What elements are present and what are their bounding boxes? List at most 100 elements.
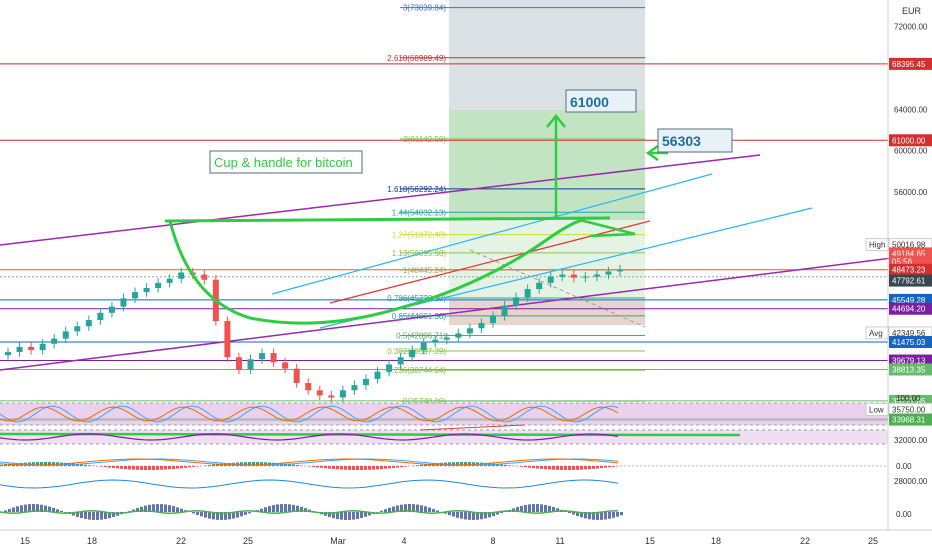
osc-bar bbox=[452, 512, 455, 517]
price-tag-text: 33968.31 bbox=[892, 416, 926, 425]
candle-body bbox=[51, 338, 58, 344]
target1-text: 61000 bbox=[570, 94, 609, 110]
price-tag bbox=[889, 363, 932, 376]
macd-pane bbox=[0, 458, 888, 470]
candle-body bbox=[501, 305, 508, 316]
candle-body bbox=[5, 352, 11, 356]
macd-bar bbox=[376, 466, 379, 470]
macd-bar bbox=[40, 462, 43, 466]
osc-bar bbox=[176, 507, 179, 512]
osc-bar bbox=[428, 507, 431, 512]
candle-body bbox=[374, 371, 381, 379]
osc-bar bbox=[576, 512, 579, 517]
osc-bar bbox=[492, 512, 495, 517]
macd-bar bbox=[336, 466, 339, 470]
osc-bar bbox=[324, 512, 327, 516]
target2-box bbox=[657, 128, 733, 153]
osc-bar bbox=[168, 505, 171, 512]
osc-bar bbox=[132, 509, 135, 512]
osc-bar bbox=[580, 512, 583, 518]
tag-label-box bbox=[865, 326, 889, 340]
osc-bar bbox=[380, 510, 383, 512]
blue-channel-upper bbox=[271, 173, 713, 295]
osc-bar bbox=[264, 507, 267, 512]
candle-body bbox=[362, 378, 369, 386]
macd-bar bbox=[604, 466, 607, 468]
osc-bar bbox=[148, 504, 151, 512]
osc-bar bbox=[544, 504, 547, 512]
candle-body bbox=[259, 353, 266, 360]
tag-label-box bbox=[865, 402, 889, 416]
price-tag-text: 68395.45 bbox=[892, 60, 926, 69]
osc-bar bbox=[460, 512, 463, 519]
macd-bar bbox=[244, 462, 247, 466]
macd-bar bbox=[116, 466, 119, 469]
price-tag bbox=[889, 302, 932, 315]
candle-body bbox=[339, 390, 346, 398]
osc-bar bbox=[52, 507, 55, 512]
candle-body bbox=[420, 342, 427, 350]
macd-bar bbox=[164, 466, 167, 470]
macd-bar bbox=[496, 463, 499, 466]
osc-bar bbox=[540, 504, 543, 512]
dashed-projection bbox=[469, 249, 646, 328]
osc-bar bbox=[304, 508, 307, 512]
osc-bar bbox=[164, 504, 167, 512]
price-tag-text: 45549.28 bbox=[892, 296, 926, 305]
macd-bar bbox=[504, 464, 507, 466]
oscillator-pane bbox=[0, 479, 623, 520]
osc-bar bbox=[400, 504, 403, 512]
osc-bar bbox=[396, 505, 399, 512]
osc-bar bbox=[112, 512, 115, 518]
osc-bar bbox=[332, 512, 335, 519]
candle-body bbox=[443, 337, 450, 340]
candle-body bbox=[270, 353, 277, 363]
osc-bar bbox=[548, 505, 551, 512]
macd-bar bbox=[456, 462, 459, 466]
fib-label: 2(61142.59) bbox=[403, 135, 446, 144]
macd-bar bbox=[124, 466, 127, 470]
lower-channel-line bbox=[0, 252, 932, 371]
osc-bar bbox=[156, 504, 159, 512]
osc-bar bbox=[292, 504, 295, 512]
macd-bar bbox=[392, 466, 395, 468]
macd-bar bbox=[380, 466, 383, 470]
macd-bar bbox=[348, 466, 351, 470]
macd-bar bbox=[132, 466, 135, 470]
osc-bar bbox=[36, 504, 39, 512]
macd-bar bbox=[184, 466, 187, 468]
osc-bar bbox=[500, 512, 503, 514]
osc-bar bbox=[476, 512, 479, 520]
candle-body bbox=[28, 346, 35, 350]
osc-bar bbox=[592, 512, 595, 520]
time-label: 18 bbox=[711, 536, 721, 546]
candle-body bbox=[74, 326, 81, 332]
macd-bar bbox=[208, 464, 211, 466]
rsi-pane bbox=[0, 424, 888, 445]
candle-body bbox=[478, 323, 485, 329]
osc-bar bbox=[160, 504, 163, 512]
candle-body bbox=[582, 276, 589, 278]
price-tag-text: 35771.85 bbox=[892, 397, 926, 406]
candle-body bbox=[305, 383, 312, 391]
tag-label: High bbox=[869, 241, 885, 250]
osc-bar bbox=[620, 512, 623, 516]
osc-bar bbox=[20, 505, 23, 512]
osc-bar bbox=[276, 504, 279, 512]
osc-bar bbox=[556, 508, 559, 512]
price-tick: 72000.00 bbox=[894, 23, 928, 32]
macd-bar bbox=[0, 464, 3, 466]
osc-bar bbox=[512, 508, 515, 512]
tag-label: Low bbox=[869, 405, 884, 414]
macd-bar bbox=[532, 466, 535, 469]
price-tag-text: 38813.35 bbox=[892, 365, 926, 374]
macd-bar bbox=[416, 465, 419, 466]
candle-body bbox=[397, 357, 404, 365]
time-label: 25 bbox=[243, 536, 253, 546]
macd-bar bbox=[544, 466, 547, 470]
macd-bar bbox=[216, 464, 219, 466]
osc-bar bbox=[496, 512, 499, 515]
osc-bar bbox=[76, 512, 79, 517]
osc-bar bbox=[280, 504, 283, 512]
